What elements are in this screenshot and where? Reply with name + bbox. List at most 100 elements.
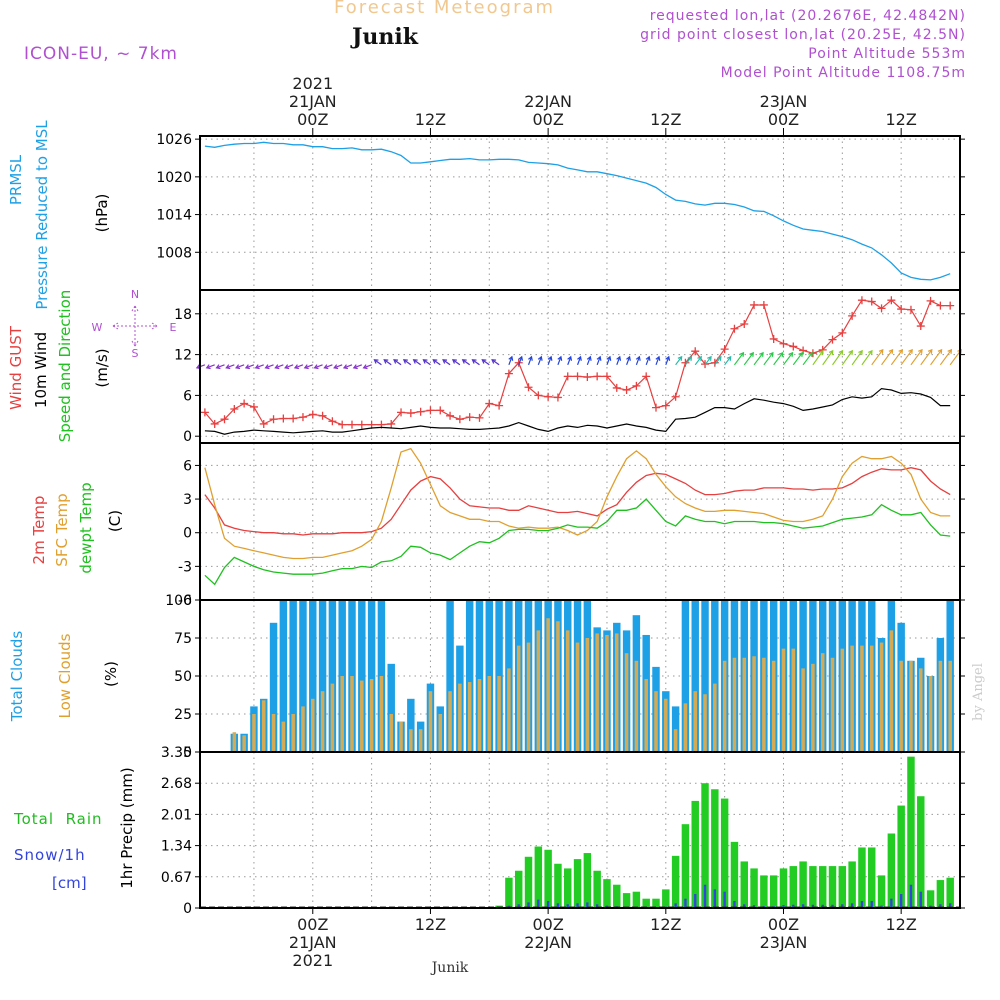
low-cloud-bar — [840, 648, 845, 752]
wind-arrow-head — [451, 359, 457, 364]
gust-marker — [544, 392, 553, 401]
y-tick-label: 75 — [174, 631, 192, 647]
low-cloud-bar — [271, 714, 276, 752]
total-cloud-bar — [691, 600, 699, 752]
rain-bar — [789, 866, 798, 908]
gust-marker — [269, 415, 278, 424]
sfc-temp-line — [204, 447, 951, 560]
gust-marker — [759, 300, 768, 309]
compass-w: W — [92, 321, 103, 334]
snow-bar — [801, 904, 805, 908]
wind-arrow-head — [697, 355, 702, 361]
low-cloud-bar — [654, 691, 658, 752]
low-cloud-bar — [762, 657, 766, 752]
total-cloud-bar — [475, 600, 484, 752]
y-tick-label: 0 — [183, 901, 192, 917]
wind-arrow-head — [798, 351, 803, 357]
gust-marker — [357, 420, 366, 429]
low-cloud-bar — [546, 618, 550, 752]
gust-marker — [916, 322, 925, 331]
gust-marker — [495, 401, 504, 410]
wind-arrow — [216, 364, 225, 369]
wind-arrow — [763, 352, 774, 366]
low-cloud-bar — [291, 714, 295, 752]
rain-bar — [868, 847, 876, 908]
wind-arrow — [939, 349, 952, 366]
wind-arrow — [324, 364, 333, 369]
y-tick-label: 1020 — [156, 170, 192, 186]
gust-marker — [210, 419, 219, 428]
gust-marker — [652, 403, 660, 412]
model-label: ICON-EU, ~ 7km — [24, 44, 178, 64]
wind-arrow — [343, 364, 353, 369]
wind-arrow — [226, 364, 235, 369]
wind-arrow-head — [759, 351, 764, 357]
rain-bar — [897, 805, 905, 908]
gust-marker — [279, 414, 288, 423]
total-cloud-bar — [289, 600, 297, 752]
temp-unit-label: (C) — [106, 510, 124, 532]
clouds-unit-label: (%) — [102, 661, 120, 687]
dewpt-label: dewpt Temp — [77, 482, 95, 573]
gust-marker — [750, 300, 759, 309]
gust-marker — [642, 372, 651, 381]
low-clouds-label: Low Clouds — [56, 633, 74, 718]
snow-bar — [899, 894, 903, 908]
gust-marker — [583, 373, 592, 382]
snow-bar — [684, 898, 687, 908]
y-tick-label: 1.34 — [161, 839, 192, 855]
wind-arrow-head — [707, 355, 712, 361]
wind-arrow — [675, 356, 683, 366]
rain-bar — [701, 783, 709, 908]
wind-arrow — [812, 350, 824, 366]
wind-arrow-head — [645, 355, 651, 361]
wind-arrow — [606, 356, 611, 366]
wind-arrow-head — [567, 355, 573, 361]
snow-bar — [870, 901, 873, 908]
gust-marker — [475, 413, 484, 422]
gust-marker — [465, 413, 474, 422]
gust-marker — [867, 297, 876, 306]
wind-arrow-head — [778, 351, 784, 357]
wind-arrow — [547, 356, 552, 366]
wind-arrow — [304, 364, 313, 369]
wind-arrow-head — [235, 364, 241, 370]
wind-arrow — [684, 356, 692, 366]
wind-arrow — [235, 364, 245, 369]
total-cloud-bar — [269, 622, 278, 752]
snow-bar — [694, 894, 697, 908]
rain-bar — [769, 875, 778, 908]
rain-bar — [858, 847, 866, 908]
gust-marker — [387, 419, 396, 428]
low-cloud-bar — [673, 729, 678, 752]
rain-bar — [603, 879, 611, 908]
gust-marker — [348, 420, 356, 429]
wind-arrow-head — [677, 355, 683, 361]
wind-arrow — [861, 350, 873, 366]
wind-arrow-head — [888, 348, 894, 354]
low-cloud-bar — [526, 642, 531, 752]
low-cloud-bar — [556, 621, 560, 752]
wind-arrow-head — [858, 349, 863, 355]
x-label-top: 12Z — [650, 110, 681, 129]
y-tick-label: 0.67 — [161, 870, 192, 886]
rain-bar — [730, 841, 739, 908]
rain-bar — [524, 856, 533, 908]
snow-bar — [890, 898, 893, 908]
panel-frame — [199, 289, 961, 444]
low-cloud-bar — [889, 630, 894, 752]
x-label-top: 12Z — [885, 110, 916, 129]
wind-arrow-head — [726, 355, 732, 361]
wind-arrow-head — [596, 355, 602, 361]
wind-arrow — [900, 349, 913, 366]
wind-arrow-head — [818, 349, 824, 355]
rain-bar — [740, 861, 748, 908]
wind-arrow — [294, 364, 304, 369]
wind-arrow — [930, 349, 943, 366]
x-label-bottom: 22JAN — [524, 933, 572, 952]
gust-marker — [710, 358, 719, 367]
x-label-top: 23JAN — [760, 92, 808, 111]
wind-arrow — [284, 364, 294, 369]
wind-arrow-head — [313, 364, 319, 370]
rain-bar — [936, 880, 945, 908]
